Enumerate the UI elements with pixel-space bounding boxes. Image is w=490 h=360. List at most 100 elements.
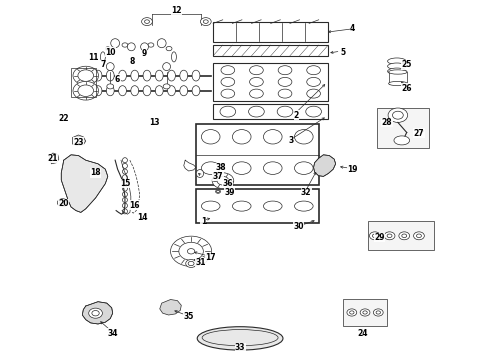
Ellipse shape [168,86,175,96]
Text: 7: 7 [100,60,105,69]
Polygon shape [82,302,113,324]
Ellipse shape [248,106,264,117]
Ellipse shape [392,111,403,119]
Text: 38: 38 [215,163,226,172]
Ellipse shape [107,84,114,89]
Ellipse shape [122,163,127,168]
Ellipse shape [264,130,282,144]
Ellipse shape [78,85,94,96]
Text: 18: 18 [90,168,101,177]
Ellipse shape [414,232,424,240]
Ellipse shape [143,70,151,81]
Ellipse shape [212,173,234,189]
Text: 3: 3 [289,136,294,145]
Ellipse shape [168,70,175,81]
Text: 14: 14 [137,213,147,222]
Ellipse shape [73,66,98,85]
Ellipse shape [232,201,251,211]
Ellipse shape [155,86,163,96]
Ellipse shape [389,81,407,86]
Ellipse shape [350,311,354,314]
Ellipse shape [131,70,139,81]
Text: 32: 32 [301,188,312,197]
Polygon shape [73,135,86,146]
Ellipse shape [294,201,313,211]
Ellipse shape [201,162,220,174]
Ellipse shape [122,43,128,47]
Ellipse shape [145,20,149,23]
Ellipse shape [203,20,208,23]
Ellipse shape [388,108,408,122]
Ellipse shape [217,176,229,185]
Ellipse shape [363,311,368,314]
Text: 37: 37 [213,172,223,181]
Text: 13: 13 [149,118,160,127]
Ellipse shape [172,52,176,62]
Ellipse shape [122,192,127,197]
Ellipse shape [106,63,114,71]
Ellipse shape [387,234,392,238]
Ellipse shape [249,89,263,98]
Ellipse shape [179,242,203,260]
Ellipse shape [60,200,66,205]
Ellipse shape [278,89,292,98]
Ellipse shape [122,203,127,208]
Text: 35: 35 [183,312,194,321]
Ellipse shape [249,66,263,75]
Text: 15: 15 [120,179,130,188]
Bar [71,68,96,97]
Ellipse shape [94,70,102,81]
Ellipse shape [278,77,292,86]
Ellipse shape [376,311,380,314]
Ellipse shape [264,162,282,174]
Ellipse shape [197,327,283,350]
Ellipse shape [119,70,126,81]
Ellipse shape [372,234,377,238]
Text: 6: 6 [115,75,120,84]
Ellipse shape [105,47,110,50]
Ellipse shape [142,18,152,26]
Text: 26: 26 [401,84,412,93]
Text: 27: 27 [414,129,424,138]
Ellipse shape [192,70,200,81]
Text: 9: 9 [142,49,147,58]
Text: 11: 11 [88,53,98,62]
Ellipse shape [196,170,204,177]
Ellipse shape [306,106,321,117]
Bar [343,299,387,326]
Bar [389,72,407,84]
Ellipse shape [171,236,212,266]
Text: 25: 25 [401,60,412,69]
Polygon shape [160,300,181,315]
Ellipse shape [163,63,171,71]
Text: 12: 12 [171,6,182,15]
Bar [213,104,328,119]
Ellipse shape [201,130,220,144]
Text: 31: 31 [196,258,206,267]
Ellipse shape [73,81,98,100]
Ellipse shape [277,106,293,117]
Text: 23: 23 [73,138,84,147]
Ellipse shape [416,234,421,238]
Ellipse shape [89,308,102,318]
Text: 21: 21 [48,154,58,163]
Bar [213,45,328,56]
Text: 29: 29 [374,233,385,242]
Ellipse shape [106,70,114,81]
Ellipse shape [221,66,235,75]
Text: 24: 24 [357,328,368,338]
Ellipse shape [166,46,172,51]
Ellipse shape [180,86,188,96]
Text: 39: 39 [224,188,235,197]
Ellipse shape [57,199,68,207]
Ellipse shape [141,43,148,51]
Ellipse shape [122,158,127,163]
Text: 20: 20 [58,199,69,208]
Ellipse shape [221,89,235,98]
Ellipse shape [232,162,251,174]
Ellipse shape [131,86,139,96]
Ellipse shape [100,52,105,62]
Ellipse shape [92,310,99,316]
Ellipse shape [373,309,383,316]
Ellipse shape [402,234,407,238]
